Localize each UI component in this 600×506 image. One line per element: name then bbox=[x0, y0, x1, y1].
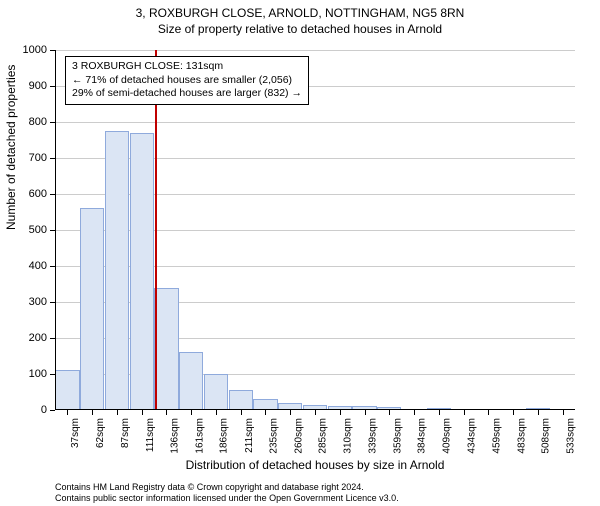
annotation-line3: 29% of semi-detached houses are larger (… bbox=[72, 87, 302, 101]
histogram-bar bbox=[204, 374, 228, 410]
x-axis: Distribution of detached houses by size … bbox=[55, 410, 575, 470]
x-tick-mark bbox=[365, 410, 366, 415]
x-tick-mark bbox=[265, 410, 266, 415]
histogram-bar bbox=[80, 208, 104, 410]
plot-area: 3 ROXBURGH CLOSE: 131sqm ← 71% of detach… bbox=[55, 50, 575, 410]
x-tick-label: 384sqm bbox=[417, 418, 428, 454]
x-tick-label: 434sqm bbox=[467, 418, 478, 454]
x-tick-mark bbox=[538, 410, 539, 415]
x-tick-label: 62sqm bbox=[95, 418, 106, 448]
footer-line2: Contains public sector information licen… bbox=[55, 493, 399, 504]
histogram-bar bbox=[55, 370, 79, 410]
histogram-bar bbox=[105, 131, 129, 410]
annotation-line1: 3 ROXBURGH CLOSE: 131sqm bbox=[72, 60, 302, 74]
x-tick-mark bbox=[142, 410, 143, 415]
x-tick-label: 310sqm bbox=[343, 418, 354, 454]
y-tick-label: 100 bbox=[29, 368, 47, 380]
x-tick-mark bbox=[241, 410, 242, 415]
x-tick-mark bbox=[166, 410, 167, 415]
x-tick-mark bbox=[117, 410, 118, 415]
y-tick-label: 800 bbox=[29, 116, 47, 128]
x-tick-mark bbox=[464, 410, 465, 415]
x-tick-mark bbox=[488, 410, 489, 415]
histogram-bar bbox=[229, 390, 253, 410]
x-tick-mark bbox=[315, 410, 316, 415]
chart-title: 3, ROXBURGH CLOSE, ARNOLD, NOTTINGHAM, N… bbox=[0, 6, 600, 20]
y-axis-line bbox=[55, 50, 56, 410]
y-tick-label: 200 bbox=[29, 332, 47, 344]
y-tick-label: 900 bbox=[29, 80, 47, 92]
histogram-bar bbox=[130, 133, 154, 410]
annotation-line2: ← 71% of detached houses are smaller (2,… bbox=[72, 74, 302, 88]
x-tick-mark bbox=[290, 410, 291, 415]
y-tick-label: 400 bbox=[29, 260, 47, 272]
x-tick-mark bbox=[389, 410, 390, 415]
x-axis-label: Distribution of detached houses by size … bbox=[55, 458, 575, 472]
x-tick-label: 161sqm bbox=[194, 418, 205, 454]
annotation-box: 3 ROXBURGH CLOSE: 131sqm ← 71% of detach… bbox=[65, 56, 309, 105]
x-tick-mark bbox=[340, 410, 341, 415]
footer: Contains HM Land Registry data © Crown c… bbox=[55, 482, 399, 504]
x-tick-label: 186sqm bbox=[219, 418, 230, 454]
x-tick-mark bbox=[191, 410, 192, 415]
grid-line bbox=[55, 50, 575, 51]
x-tick-label: 339sqm bbox=[368, 418, 379, 454]
x-tick-label: 235sqm bbox=[268, 418, 279, 454]
y-axis: 01002003004005006007008009001000 bbox=[0, 50, 55, 410]
x-tick-label: 508sqm bbox=[541, 418, 552, 454]
x-tick-mark bbox=[92, 410, 93, 415]
x-tick-label: 459sqm bbox=[491, 418, 502, 454]
x-tick-mark bbox=[67, 410, 68, 415]
chart-subtitle: Size of property relative to detached ho… bbox=[0, 22, 600, 36]
x-tick-label: 483sqm bbox=[516, 418, 527, 454]
histogram-bar bbox=[154, 288, 178, 410]
y-tick-label: 700 bbox=[29, 152, 47, 164]
y-tick-label: 1000 bbox=[23, 44, 47, 56]
x-tick-label: 87sqm bbox=[120, 418, 131, 448]
x-tick-label: 260sqm bbox=[293, 418, 304, 454]
footer-line1: Contains HM Land Registry data © Crown c… bbox=[55, 482, 399, 493]
x-tick-label: 211sqm bbox=[244, 418, 255, 453]
x-tick-mark bbox=[439, 410, 440, 415]
x-tick-mark bbox=[216, 410, 217, 415]
histogram-bar bbox=[179, 352, 203, 410]
y-tick-label: 300 bbox=[29, 296, 47, 308]
chart-container: 3, ROXBURGH CLOSE, ARNOLD, NOTTINGHAM, N… bbox=[0, 6, 600, 506]
x-tick-label: 409sqm bbox=[442, 418, 453, 454]
x-tick-label: 533sqm bbox=[566, 418, 577, 454]
x-tick-label: 136sqm bbox=[169, 418, 180, 454]
x-tick-label: 359sqm bbox=[392, 418, 403, 454]
x-tick-mark bbox=[414, 410, 415, 415]
y-tick-label: 600 bbox=[29, 188, 47, 200]
x-tick-label: 285sqm bbox=[318, 418, 329, 454]
grid-line bbox=[55, 122, 575, 123]
y-tick-label: 0 bbox=[41, 404, 47, 416]
x-tick-label: 111sqm bbox=[145, 418, 156, 452]
x-tick-label: 37sqm bbox=[70, 418, 81, 448]
y-tick-label: 500 bbox=[29, 224, 47, 236]
x-tick-mark bbox=[563, 410, 564, 415]
x-tick-mark bbox=[513, 410, 514, 415]
